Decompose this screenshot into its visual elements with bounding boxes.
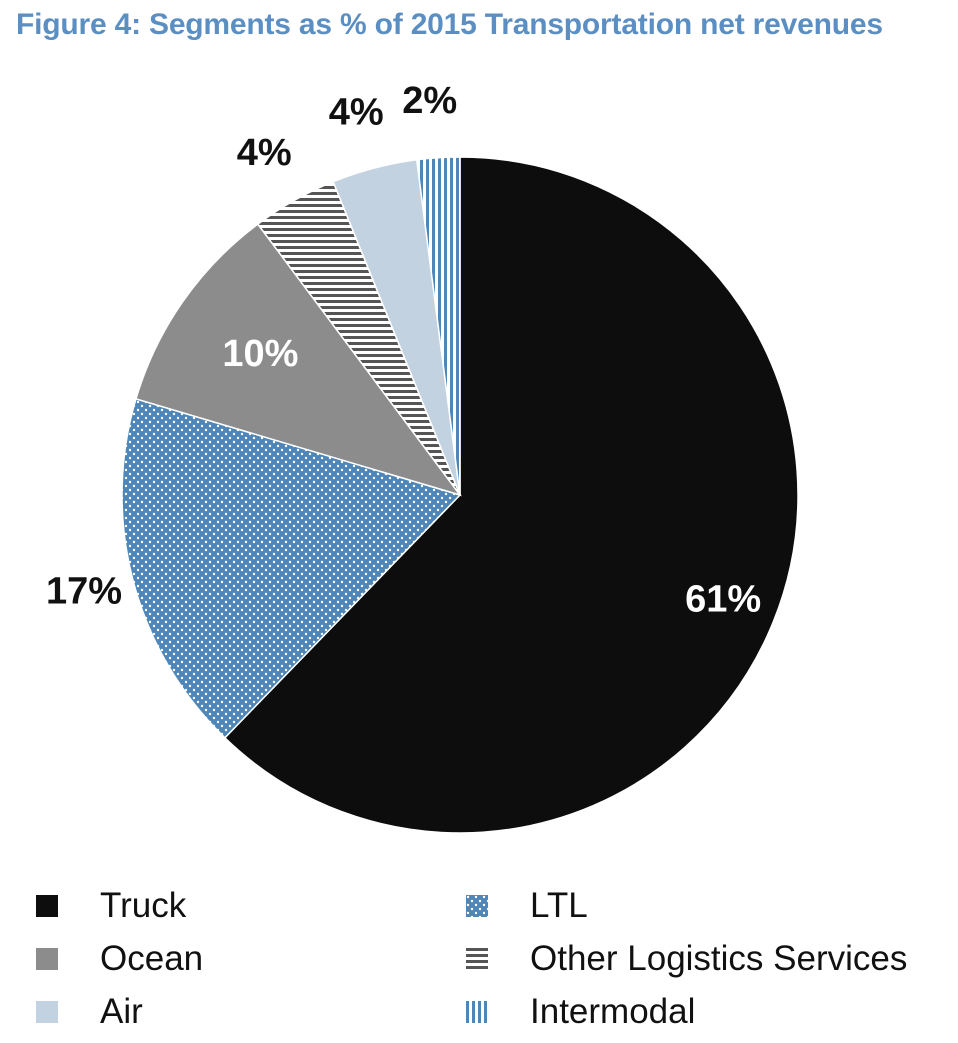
legend-item-truck: Truck (36, 881, 186, 931)
legend-swatch-intermodal (466, 1001, 488, 1023)
legend-label: Truck (100, 886, 187, 925)
legend-label: Intermodal (530, 992, 696, 1031)
legend-item-ltl: LTL (466, 881, 588, 931)
slice-label-truck: 61% (685, 579, 761, 621)
legend-swatch-truck (36, 895, 58, 917)
pie-slice-intermodal (415, 156, 461, 496)
pie-labels: 61% 17% 10% 4% 4% 2% (46, 80, 761, 620)
legend-swatch-ltl (466, 895, 488, 917)
legend-item-ocean: Ocean (36, 934, 203, 984)
pie-slice-ltl (121, 397, 462, 739)
legend-label: LTL (530, 886, 588, 925)
slice-label-ocean: 10% (222, 333, 298, 375)
slice-label-intermodal: 2% (402, 80, 457, 122)
legend-label: Ocean (100, 939, 204, 978)
pie-slice-ocean (135, 223, 462, 497)
pie-chart: 61% 17% 10% 4% 4% 2% (46, 80, 799, 834)
legend-label: Other Logistics Services (530, 939, 908, 978)
legend-label: Air (100, 992, 143, 1031)
legend: Truck LTL Ocean Other Logistics Services… (0, 876, 958, 1036)
slice-label-air: 4% (329, 91, 384, 133)
legend-item-air: Air (36, 987, 143, 1037)
pie-slices (121, 156, 799, 834)
slice-label-other-logistics-services: 4% (237, 132, 292, 174)
legend-swatch-ocean (36, 948, 58, 970)
legend-swatch-air (36, 1001, 58, 1023)
legend-item-intermodal: Intermodal (466, 987, 695, 1037)
legend-swatch-other-logistics (466, 948, 488, 970)
slice-label-ltl: 17% (46, 571, 122, 613)
chart-title: Figure 4: Segments as % of 2015 Transpor… (16, 8, 883, 41)
pie-slice-truck (223, 156, 799, 834)
legend-item-other-logistics: Other Logistics Services (466, 934, 907, 984)
